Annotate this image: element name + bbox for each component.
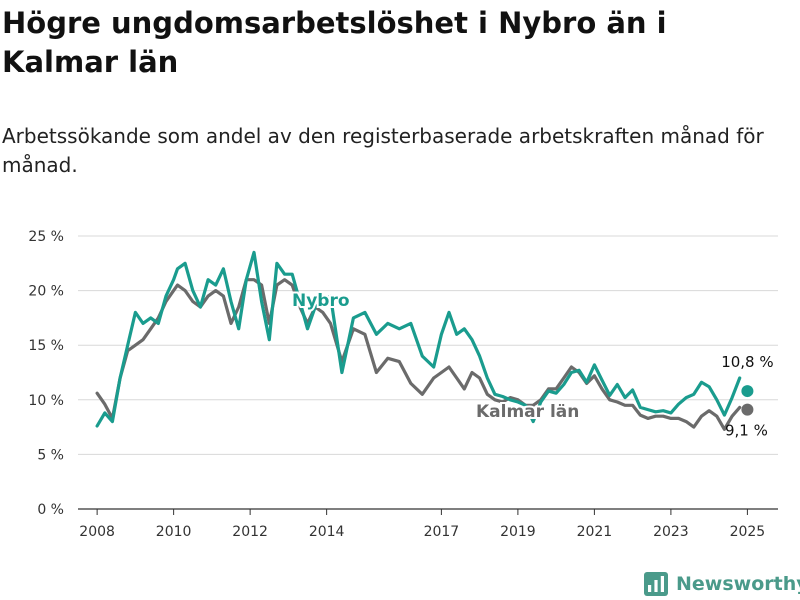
y-tick-label: 20 % [28, 284, 64, 300]
y-tick-label: 25 % [28, 229, 64, 245]
end-marker-nybro [741, 385, 754, 398]
y-tick-label: 15 % [28, 338, 64, 354]
y-tick-label: 5 % [37, 447, 64, 463]
end-label-nybro: 10,8 % [721, 353, 773, 371]
x-tick-label: 2017 [424, 524, 460, 540]
chart-subtitle: Arbetssökande som andel av den registerb… [2, 124, 764, 177]
series-line-kalmar-l-n [95, 278, 742, 431]
x-tick-label: 2010 [156, 524, 192, 540]
x-tick-label: 2023 [653, 524, 689, 540]
x-tick-label: 2008 [79, 524, 115, 540]
x-tick-label: 2019 [500, 524, 536, 540]
brand-logo: Newsworthy [644, 570, 800, 598]
x-tick-label: 2014 [309, 524, 345, 540]
y-tick-label: 10 % [28, 393, 64, 409]
y-tick-label: 0 % [37, 502, 64, 518]
end-label-kalmar-lan: 9,1 % [725, 422, 768, 440]
series-label-nybro: Nybro [292, 291, 350, 311]
chart-title: Högre ungdomsarbetslöshet i Nybro än i K… [2, 6, 667, 79]
x-tick-label: 2012 [232, 524, 268, 540]
brand-name: Newsworthy [676, 573, 800, 595]
bar-chart-logo-icon [644, 572, 668, 596]
series-label-kalmar-lan: Kalmar län [476, 402, 579, 422]
x-tick-label: 2025 [730, 524, 766, 540]
series-line-nybro [95, 250, 742, 428]
end-marker-kalmar-lan [741, 403, 754, 416]
x-tick-label: 2021 [577, 524, 613, 540]
